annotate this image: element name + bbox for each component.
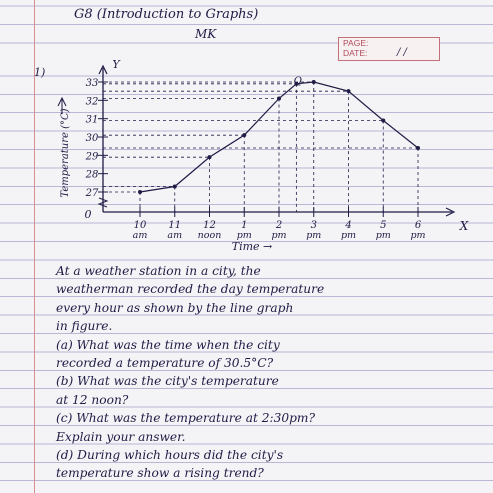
x-tick-label: 4 (344, 220, 351, 231)
chart-guides (103, 81, 419, 212)
data-point (311, 80, 316, 84)
x-tick-label: 1 (241, 220, 247, 231)
page-title: G8 (Introduction to Graphs) (74, 7, 259, 22)
question-number: 1) (34, 66, 46, 79)
data-point (416, 146, 420, 150)
y-axis-arrow (98, 64, 108, 75)
x-tick-sublabel: pm (306, 230, 321, 241)
y-tick-label: 33 (86, 78, 99, 89)
x-tick-sublabel: am (133, 230, 148, 241)
point-label: Q (294, 76, 302, 87)
question-line: (d) During which hours did the city's (56, 448, 284, 462)
y-axis-title-arrow (57, 96, 67, 114)
question-line: every hour as shown by the line graph (56, 300, 294, 315)
question-line: (a) What was the time when the city (56, 337, 280, 352)
temperature-line (139, 81, 419, 193)
data-point (172, 184, 177, 189)
date-label: DATE: (343, 48, 368, 58)
data-point (294, 81, 299, 86)
data-point (138, 190, 142, 194)
data-point (346, 89, 351, 94)
x-tick-sublabel: pm (271, 230, 286, 241)
x-tick-label: 10 (134, 220, 147, 231)
x-tick-sublabel: am (167, 230, 182, 241)
x-tick-sublabel: pm (237, 230, 252, 241)
y-axis-letter: Y (112, 58, 121, 71)
question-line: (c) What was the temperature at 2:30pm? (56, 411, 316, 426)
x-tick-label: 5 (380, 220, 386, 231)
question-line: temperature show a rising trend? (56, 466, 264, 481)
question-line: Explain your answer. (56, 429, 186, 444)
y-tick-label: 29 (85, 151, 99, 162)
x-tick-sublabel: pm (376, 230, 391, 241)
x-tick-sublabel: pm (410, 230, 425, 241)
data-point (277, 96, 281, 101)
x-axis-arrow (445, 207, 456, 217)
margin-line (34, 0, 35, 493)
question-line: At a weather station in a city, the (56, 264, 261, 278)
x-tick-label: 6 (415, 220, 422, 231)
y-tick-label: 32 (86, 96, 99, 107)
x-tick-label: 3 (311, 220, 317, 231)
y-axis-title: Temperature (°C) (60, 108, 71, 197)
x-tick-label: 2 (275, 220, 282, 231)
question-line: (b) What was the city's temperature (56, 374, 279, 389)
x-tick-label: 11 (168, 220, 181, 231)
x-tick-label: 12 (203, 220, 216, 231)
y-tick-label: 27 (85, 188, 99, 199)
y-tick-label: 30 (86, 133, 99, 144)
x-tick-sublabel: noon (198, 230, 222, 241)
question-line: weatherman recorded the day temperature (56, 282, 325, 297)
chart-axes (57, 64, 456, 217)
x-axis-letter: X (459, 219, 469, 233)
date-value: / / (397, 47, 407, 58)
origin-label: 0 (85, 208, 92, 221)
data-point (381, 118, 386, 123)
question-line: at 12 noon? (56, 392, 129, 407)
chart-series (138, 80, 420, 194)
x-axis-title: Time → (232, 240, 273, 253)
page-label: PAGE: (343, 38, 369, 48)
axis-break-mark (97, 197, 109, 208)
x-tick-sublabel: pm (341, 230, 356, 241)
y-tick-label: 31 (86, 115, 99, 126)
page-date-box: PAGE: DATE: / / (338, 37, 440, 61)
data-point (207, 155, 212, 160)
data-point (242, 133, 247, 138)
question-line: recorded a temperature of 30.5°C? (56, 356, 274, 370)
author-initials: MK (195, 27, 217, 41)
question-line: in figure. (56, 319, 113, 334)
y-tick-label: 28 (85, 170, 99, 181)
